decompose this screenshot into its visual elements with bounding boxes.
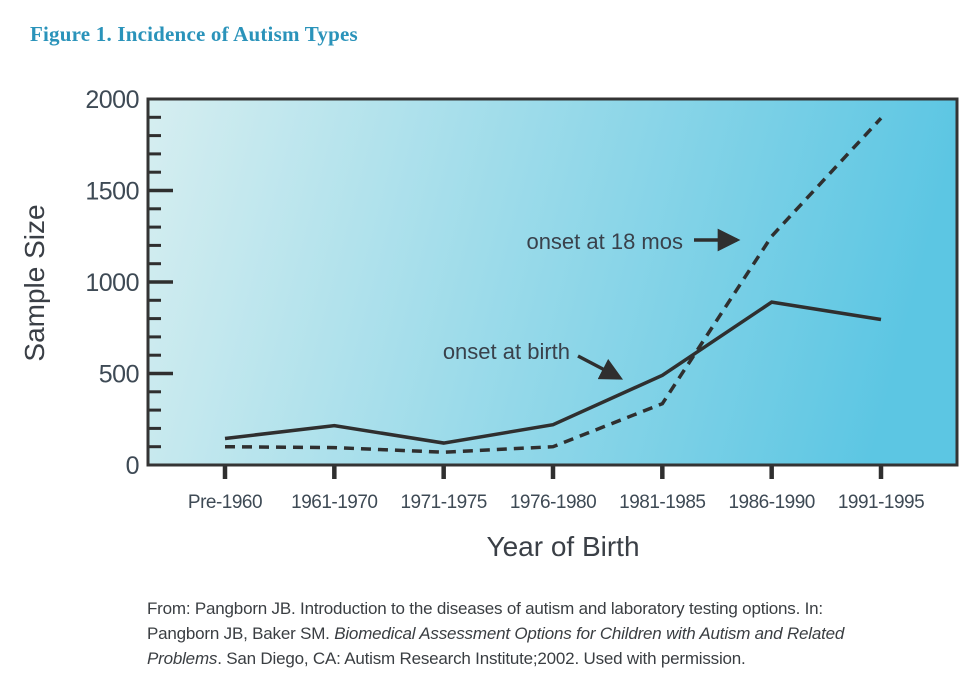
axis-ticks [148,115,884,479]
x-axis-tick-label: 1961-1970 [291,492,377,513]
data-series-lines [224,117,883,454]
y-axis-tick-label: 1500 [85,178,139,206]
series-annotations: onset at 18 mos onset at birth [443,228,741,380]
figure-title: Figure 1. Incidence of Autism Types [30,22,358,46]
y-axis-tick-label: 0 [126,452,139,480]
x-axis-tick-label: 1991-1995 [838,492,924,513]
source-caption: From: Pangborn JB. Introduction to the d… [147,596,859,671]
caption-text-italic: Biomedical Assessment Options for Childr… [147,624,845,668]
x-axis-tick-label: 1971-1975 [400,492,486,513]
x-axis-tick-label: 1986-1990 [728,492,814,513]
x-axis-tick-label: 1981-1985 [619,492,705,513]
plot-frame [146,97,959,467]
plot-area-background [148,99,957,465]
annotation-label-onset-at-18-mos: onset at 18 mos [526,229,683,254]
annotation-arrow [577,354,624,380]
caption-text-regular: From: Pangborn JB. Introduction to the d… [147,599,823,643]
y-axis-tick-label: 2000 [85,86,139,114]
caption-text-regular-2: . San Diego, CA: Autism Research Institu… [217,649,746,668]
axis-tick-labels: 0 500 1000 1500 2000 Pre-1960 1961-1970 1971-19… [85,86,924,513]
x-axis-tick-label: 1976-1980 [510,492,596,513]
series-line-onset-at-birth [224,300,882,445]
annotation-label-onset-at-birth: onset at birth [443,339,570,364]
series-line-onset-at-18-mos [224,117,883,454]
y-axis-tick-label: 1000 [85,269,139,297]
y-axis-tick-label: 500 [99,361,139,389]
x-axis-tick-label: Pre-1960 [188,492,262,513]
y-axis-title: Sample Size [19,204,50,361]
x-axis-title: Year of Birth [486,531,639,562]
autism-incidence-chart: 0 500 1000 1500 2000 Pre-1960 1961-1970 1971-19… [19,86,959,562]
